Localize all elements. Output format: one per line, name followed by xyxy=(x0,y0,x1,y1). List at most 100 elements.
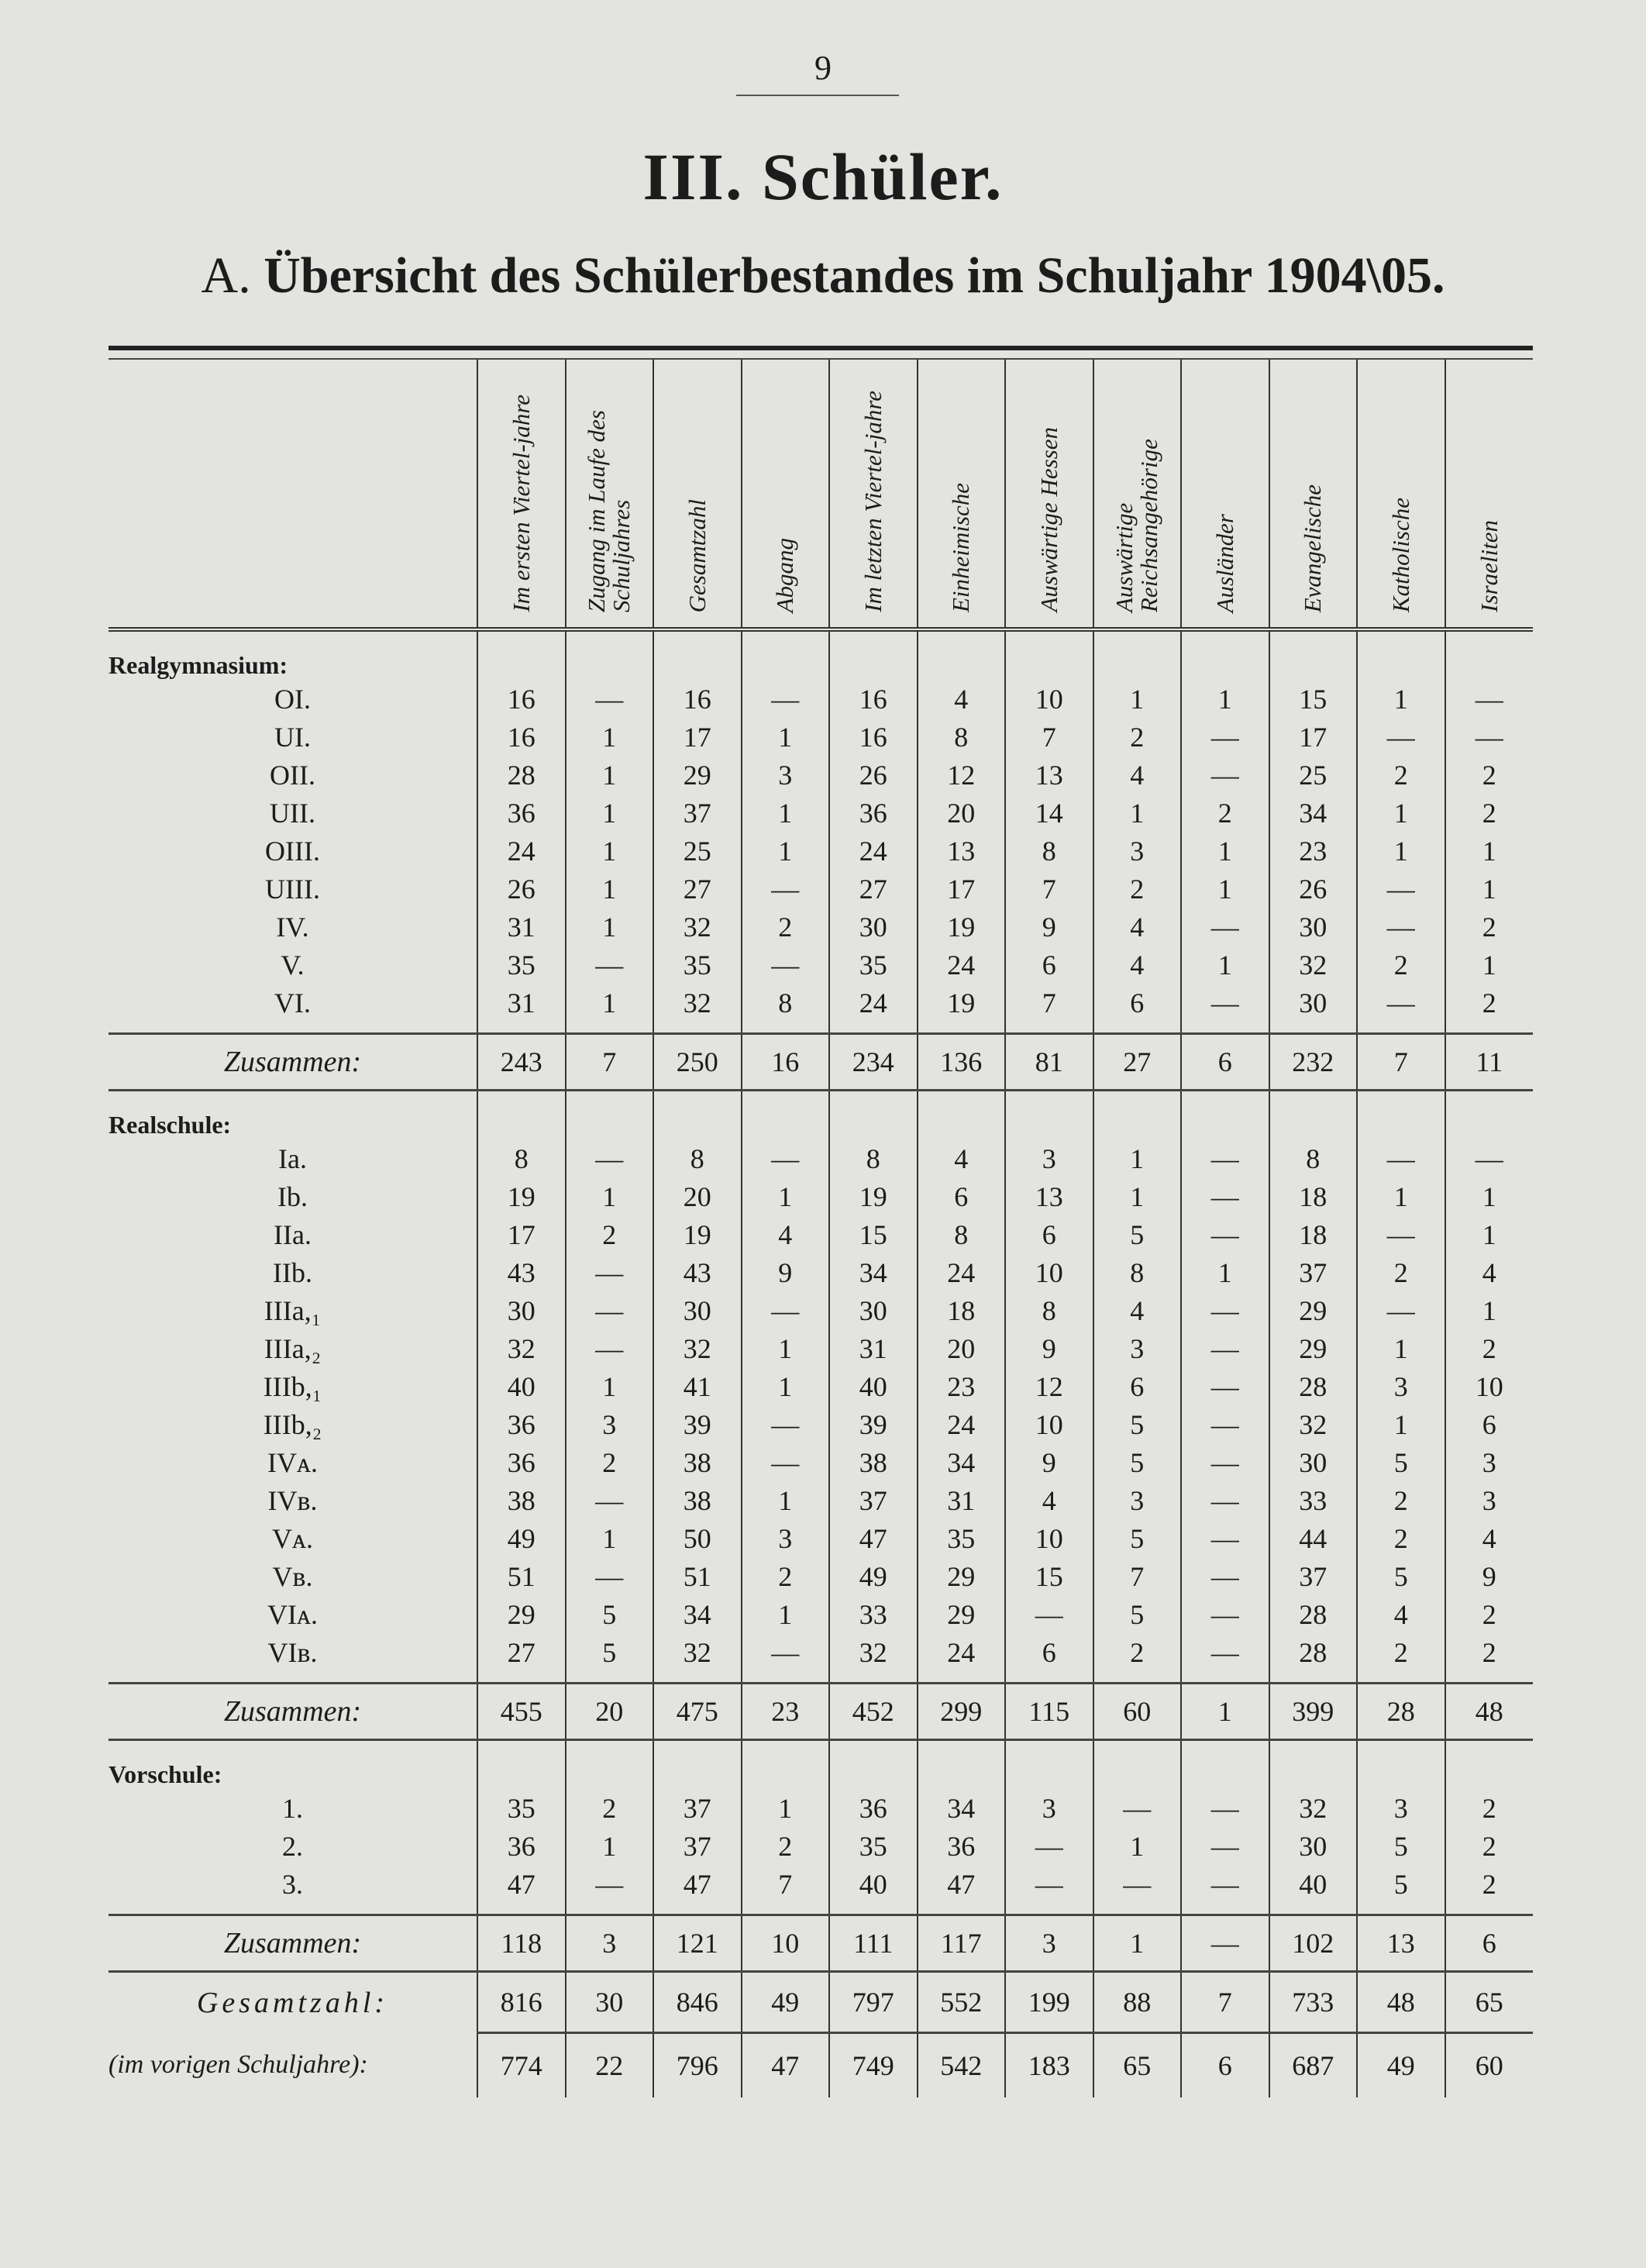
table-cell: 1 xyxy=(1356,1329,1445,1367)
table-cell: 121 xyxy=(653,1914,742,1973)
table-cell: 1 xyxy=(1356,1177,1445,1215)
empty-cell xyxy=(1356,629,1445,680)
table-cell: 796 xyxy=(653,2032,742,2097)
column-header: Katholische xyxy=(1356,359,1445,632)
table-cell: 19 xyxy=(828,1177,918,1215)
table-cell: — xyxy=(1180,1215,1269,1253)
column-header-row: Im ersten Viertel-jahre Zugang im Laufe d… xyxy=(108,359,1533,632)
table-cell: 36 xyxy=(916,1827,1005,1865)
table-cell: 30 xyxy=(1268,984,1357,1022)
table-cell: 2 xyxy=(1356,1519,1445,1557)
table-cell: 29 xyxy=(1268,1329,1357,1367)
table-cell: — xyxy=(1180,1443,1269,1481)
table-cell: 2 xyxy=(1092,718,1181,756)
table-cell: 1 xyxy=(564,1367,653,1405)
table-cell: 5 xyxy=(1356,1865,1445,1903)
table-cell: 4 xyxy=(916,680,1005,718)
table-cell: 24 xyxy=(828,832,918,870)
table-cell: 11 xyxy=(1444,1032,1533,1091)
table-cell: — xyxy=(1180,756,1269,794)
table-cell: 199 xyxy=(1004,1971,1093,2034)
table-row: VI. 31 1 32 8 24 19 7 6—30—2 xyxy=(108,984,1533,1022)
table-cell: 1 xyxy=(740,1329,829,1367)
table-cell: 8 xyxy=(1004,832,1093,870)
table-cell: — xyxy=(1004,1865,1093,1903)
empty-cell xyxy=(1092,1090,1181,1139)
table-cell: 6 xyxy=(1092,984,1181,1022)
table-cell: 5 xyxy=(1092,1519,1181,1557)
table-cell: 28 xyxy=(1268,1595,1357,1633)
table-cell: — xyxy=(1180,1519,1269,1557)
table-cell: 6 xyxy=(1180,1032,1269,1091)
table-cell: 37 xyxy=(1268,1253,1357,1291)
table-cell: 27 xyxy=(653,870,742,908)
table-cell: 8 xyxy=(1268,1139,1357,1177)
column-header-label: Gesamtzahl xyxy=(683,498,711,612)
table-cell: 2 xyxy=(1444,908,1533,946)
table-cell: — xyxy=(1180,1177,1269,1215)
empty-cell xyxy=(653,1090,742,1139)
table-cell: 34 xyxy=(828,1253,918,1291)
column-header: Abgang xyxy=(740,359,829,632)
table-cell: 8 xyxy=(916,1215,1005,1253)
empty-cell xyxy=(916,1090,1005,1139)
table-cell: 1 xyxy=(1444,1177,1533,1215)
table-cell: 1 xyxy=(564,794,653,832)
table-row: UII. 36 1 37 1 36 20 14 1 2 34 1 2 xyxy=(108,794,1533,832)
table-cell: 1 xyxy=(1092,680,1181,718)
table-cell: — xyxy=(564,680,653,718)
table-cell: 30 xyxy=(1268,1443,1357,1481)
table-cell: 44 xyxy=(1268,1519,1357,1557)
table-cell: 3 xyxy=(1004,1914,1093,1973)
class-label: UII. xyxy=(270,797,315,829)
table-cell: 1 xyxy=(740,794,829,832)
spacer-row xyxy=(108,1022,1533,1034)
table-cell: — xyxy=(1092,1789,1181,1827)
table-cell: 28 xyxy=(1268,1367,1357,1405)
table-row: Ia. 8—8—8 4 3 1—8— — xyxy=(108,1139,1533,1177)
class-label: IIb. xyxy=(273,1256,312,1288)
table-cell: 30 xyxy=(1268,1827,1357,1865)
class-label: IIIa,₂ xyxy=(263,1332,322,1364)
table-cell: 1 xyxy=(1180,832,1269,870)
empty-cell xyxy=(916,1739,1005,1789)
table-row: VIʙ. 27 5 32—32 24 6 2—28 2 2 xyxy=(108,1633,1533,1671)
column-header-label: Im letzten Viertel-jahre xyxy=(859,391,887,612)
table-cell: 2 xyxy=(1444,794,1533,832)
empty-cell xyxy=(1180,629,1269,680)
table-row: VIᴀ. 29 5 34 1 33 29—5—28 4 2 xyxy=(108,1595,1533,1633)
class-label: IIa. xyxy=(274,1218,312,1250)
table-cell: 60 xyxy=(1092,1682,1181,1741)
class-label: Ia. xyxy=(278,1143,307,1174)
previous-year-row: (im vorigen Schuljahre): 774 22 796 47 749 542… xyxy=(108,2032,1533,2097)
table-cell: 4 xyxy=(1092,908,1181,946)
table-cell: 24 xyxy=(916,946,1005,984)
subtotal-row: Zusammen: 118 3 121 10 111 117 3 1—102 13 6 xyxy=(108,1914,1533,1973)
table-cell: 2 xyxy=(740,1557,829,1595)
table-cell: 5 xyxy=(564,1595,653,1633)
table-cell: 48 xyxy=(1356,1971,1445,2034)
spacer xyxy=(1444,1671,1533,1684)
table-cell: 15 xyxy=(1004,1557,1093,1595)
table-cell: 1 xyxy=(740,832,829,870)
table-cell: 8 xyxy=(1004,1291,1093,1329)
class-label: Vʙ. xyxy=(272,1560,313,1592)
column-header: Ausländer xyxy=(1180,359,1269,632)
table-cell: 10 xyxy=(1004,680,1093,718)
table-cell: 118 xyxy=(477,1914,566,1973)
table-cell: 13 xyxy=(1004,756,1093,794)
table-cell: 15 xyxy=(828,1215,918,1253)
table-cell: 26 xyxy=(477,870,566,908)
table-cell: 25 xyxy=(653,832,742,870)
table-cell: 3 xyxy=(740,756,829,794)
spacer xyxy=(1356,1022,1445,1034)
table-cell: 19 xyxy=(916,984,1005,1022)
spacer xyxy=(1268,1022,1357,1034)
table-cell: 51 xyxy=(653,1557,742,1595)
empty-cell xyxy=(1268,1739,1357,1789)
table-cell: 774 xyxy=(477,2032,566,2097)
table-cell: 2 xyxy=(564,1215,653,1253)
table-cell: 3 xyxy=(564,1914,653,1973)
table-cell: 36 xyxy=(828,794,918,832)
table-cell: 51 xyxy=(477,1557,566,1595)
